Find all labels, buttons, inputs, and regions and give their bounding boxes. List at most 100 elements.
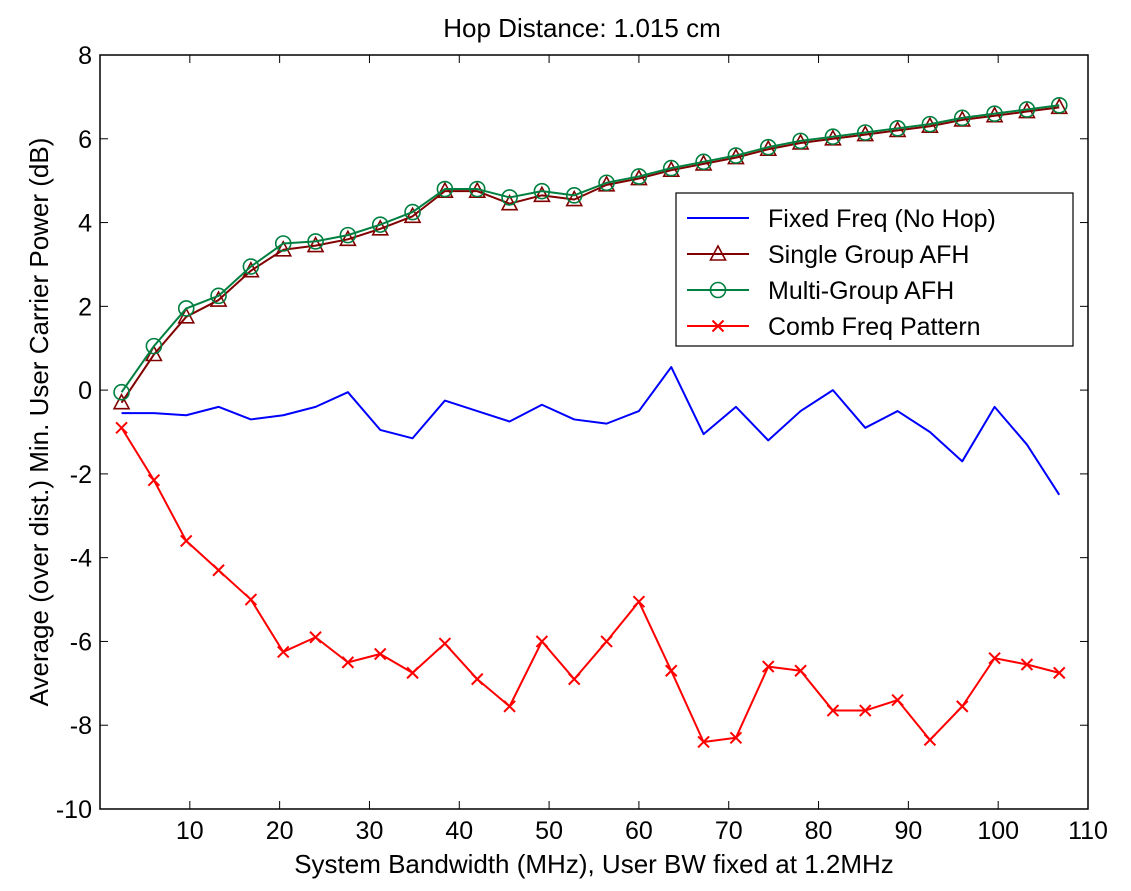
- x-tick-label: 90: [894, 817, 922, 845]
- data-point: [923, 733, 937, 747]
- data-point: [921, 115, 939, 133]
- y-tick-label: -10: [56, 796, 92, 824]
- data-point: [533, 185, 551, 203]
- data-point: [662, 159, 680, 177]
- series-fixed-freq-no-hop: [121, 366, 1061, 496]
- data-point: [891, 693, 904, 707]
- y-tick-label: 6: [78, 126, 92, 154]
- data-point: [598, 174, 615, 192]
- y-tick-label: -4: [70, 545, 92, 573]
- data-point: [210, 287, 227, 305]
- data-point: [404, 203, 421, 221]
- data-point: [406, 666, 419, 680]
- data-point: [565, 187, 583, 204]
- legend-label: Fixed Freq (No Hop): [768, 205, 996, 233]
- data-point: [436, 180, 454, 198]
- legend-marker: [709, 281, 727, 299]
- data-point: [665, 664, 678, 677]
- data-point: [1020, 658, 1034, 671]
- legend-label: Single Group AFH: [768, 241, 970, 269]
- data-point: [180, 534, 193, 548]
- data-point: [468, 180, 486, 198]
- data-point: [242, 258, 260, 275]
- data-point: [695, 153, 712, 171]
- legend-label: Comb Freq Pattern: [768, 313, 981, 341]
- y-tick-label: 4: [78, 210, 92, 238]
- series-line-fixed-freq-no-hop: [121, 366, 1061, 496]
- y-tick-label: -6: [70, 628, 92, 656]
- x-tick-label: 80: [805, 817, 833, 845]
- data-point: [630, 168, 648, 185]
- data-point: [953, 109, 971, 127]
- data-point: [1018, 101, 1036, 118]
- chart-title: Hop Distance: 1.015 cm: [443, 13, 720, 43]
- x-tick-label: 20: [266, 817, 294, 845]
- data-point: [535, 635, 549, 648]
- data-point: [244, 593, 258, 606]
- data-point: [1053, 666, 1066, 680]
- data-point: [274, 240, 293, 257]
- data-point: [339, 229, 357, 247]
- data-point: [112, 392, 131, 410]
- data-point: [371, 219, 390, 236]
- data-point: [600, 635, 613, 648]
- legend-item: Comb Freq Pattern: [687, 313, 981, 341]
- plot-area: [99, 54, 1089, 810]
- data-point: [471, 672, 484, 686]
- series-comb-freq-pattern: [115, 421, 1066, 749]
- series-line-comb-freq-pattern: [120, 427, 1060, 743]
- data-point: [403, 206, 422, 224]
- data-point: [729, 731, 743, 744]
- data-point: [568, 672, 581, 686]
- y-tick-label: -2: [70, 461, 92, 489]
- data-point: [438, 637, 452, 650]
- data-point: [565, 189, 584, 207]
- data-point: [533, 182, 551, 200]
- data-point: [209, 290, 228, 307]
- data-point: [212, 564, 225, 577]
- legend-marker: [711, 319, 725, 333]
- data-point: [309, 631, 322, 644]
- series-line-multi-group-afh: [120, 104, 1060, 393]
- legend-item: Single Group AFH: [687, 241, 970, 269]
- data-point: [1050, 96, 1068, 114]
- data-point: [371, 216, 389, 233]
- data-point: [339, 226, 357, 244]
- series-multi-group-afh: [113, 96, 1068, 401]
- legend-label: Multi-Group AFH: [768, 277, 954, 305]
- x-tick-label: 100: [977, 817, 1019, 845]
- data-point: [632, 595, 646, 608]
- data-point: [145, 337, 163, 355]
- data-point: [147, 473, 161, 487]
- data-point: [762, 660, 775, 673]
- data-point: [794, 664, 807, 677]
- data-point: [824, 128, 842, 145]
- y-tick-label: 2: [78, 293, 92, 321]
- data-point: [115, 421, 128, 435]
- legend-item: Multi-Group AFH: [687, 277, 954, 305]
- data-point: [856, 124, 874, 141]
- series-layer: [112, 96, 1069, 749]
- legend-marker: [709, 244, 727, 261]
- data-point: [500, 194, 519, 211]
- x-tick-label: 40: [445, 817, 473, 845]
- x-tick-label: 50: [535, 817, 563, 845]
- data-point: [889, 120, 906, 137]
- data-point: [727, 147, 745, 164]
- legend-item: Fixed Freq (No Hop): [687, 205, 996, 233]
- data-point: [277, 645, 290, 659]
- data-point: [307, 233, 324, 250]
- data-point: [956, 700, 969, 713]
- data-point: [341, 656, 355, 669]
- data-point: [697, 735, 710, 749]
- data-point: [177, 300, 195, 317]
- data-point: [759, 138, 777, 156]
- data-point: [113, 383, 130, 401]
- data-point: [274, 235, 292, 252]
- data-point: [792, 132, 809, 150]
- x-tick-label: 60: [625, 817, 653, 845]
- data-point: [986, 105, 1003, 122]
- data-point: [374, 647, 387, 661]
- data-point: [306, 235, 325, 253]
- x-axis-label: System Bandwidth (MHz), User BW fixed at…: [294, 849, 894, 879]
